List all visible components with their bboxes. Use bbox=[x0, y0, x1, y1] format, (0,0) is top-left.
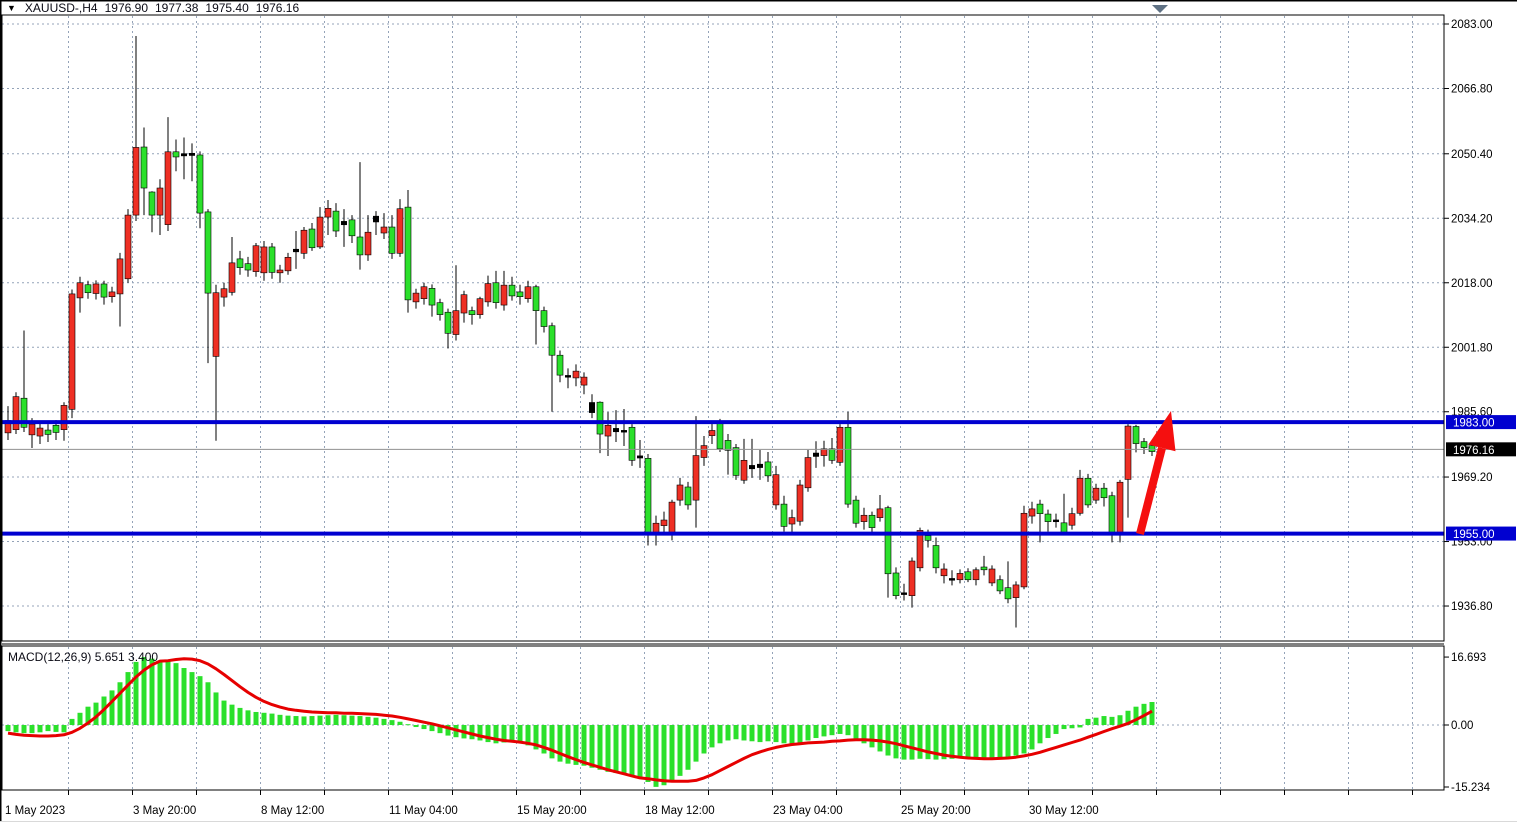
axis-labels: 2083.00 2066.80 2050.40 2034.20 2018.00 2001.… bbox=[5, 19, 1493, 817]
svg-text:2001.80: 2001.80 bbox=[1451, 342, 1493, 354]
svg-text:1 May 2023: 1 May 2023 bbox=[5, 805, 65, 817]
svg-text:8 May 12:00: 8 May 12:00 bbox=[261, 805, 324, 817]
svg-text:0.00: 0.00 bbox=[1451, 720, 1473, 732]
svg-text:2083.00: 2083.00 bbox=[1451, 19, 1493, 31]
svg-text:2034.20: 2034.20 bbox=[1451, 213, 1493, 225]
svg-text:15 May 20:00: 15 May 20:00 bbox=[517, 805, 587, 817]
low-value: 1975.40 bbox=[205, 0, 249, 15]
symbol-timeframe-label: XAUUSD-,H4 bbox=[24, 0, 98, 15]
top-marker-triangle-icon bbox=[1152, 5, 1168, 13]
svg-text:2066.80: 2066.80 bbox=[1451, 83, 1493, 95]
macd-indicator-label: MACD(12,26,9) 5.651 3.400 bbox=[8, 650, 159, 664]
svg-text:25 May 20:00: 25 May 20:00 bbox=[901, 805, 971, 817]
svg-text:1983.00: 1983.00 bbox=[1453, 418, 1495, 430]
gridlines bbox=[2, 16, 1444, 789]
svg-text:23 May 04:00: 23 May 04:00 bbox=[773, 805, 843, 817]
macd-indicator bbox=[5, 657, 1155, 787]
svg-text:30 May 12:00: 30 May 12:00 bbox=[1029, 805, 1099, 817]
svg-text:1976.16: 1976.16 bbox=[1453, 445, 1495, 457]
red-up-arrow-shaft bbox=[1136, 447, 1166, 535]
svg-text:2018.00: 2018.00 bbox=[1451, 278, 1493, 290]
price-badge-1983.00: 1983.00 bbox=[1446, 415, 1516, 430]
svg-text:-15.234: -15.234 bbox=[1451, 782, 1491, 794]
price-badge-1976.16: 1976.16 bbox=[1446, 442, 1516, 457]
price-badge-1955.00: 1955.00 bbox=[1446, 526, 1516, 541]
svg-text:2050.40: 2050.40 bbox=[1451, 149, 1493, 161]
svg-text:1969.20: 1969.20 bbox=[1451, 472, 1493, 484]
red-up-arrow-head bbox=[1148, 411, 1176, 452]
candlesticks bbox=[4, 35, 1156, 628]
price-badges: 1983.00 1976.16 1955.00 bbox=[1446, 415, 1516, 541]
svg-text:18 May 12:00: 18 May 12:00 bbox=[645, 805, 715, 817]
horizontal-level-lines[interactable] bbox=[2, 420, 1444, 536]
svg-text:1955.00: 1955.00 bbox=[1453, 529, 1495, 541]
svg-text:11 May 04:00: 11 May 04:00 bbox=[389, 805, 458, 817]
close-value: 1976.16 bbox=[255, 0, 300, 15]
svg-text:16.693: 16.693 bbox=[1451, 652, 1486, 664]
chart-objects[interactable] bbox=[1136, 5, 1176, 535]
svg-text:3 May 20:00: 3 May 20:00 bbox=[133, 805, 196, 817]
ohlc-header: ▼ XAUUSD-,H4 1976.90 1977.38 1975.40 1976.16 bbox=[7, 0, 300, 15]
symbol-dropdown-icon[interactable]: ▼ bbox=[7, 2, 16, 13]
svg-text:1936.80: 1936.80 bbox=[1451, 601, 1493, 613]
high-value: 1977.38 bbox=[155, 0, 199, 15]
open-value: 1976.90 bbox=[104, 0, 148, 15]
